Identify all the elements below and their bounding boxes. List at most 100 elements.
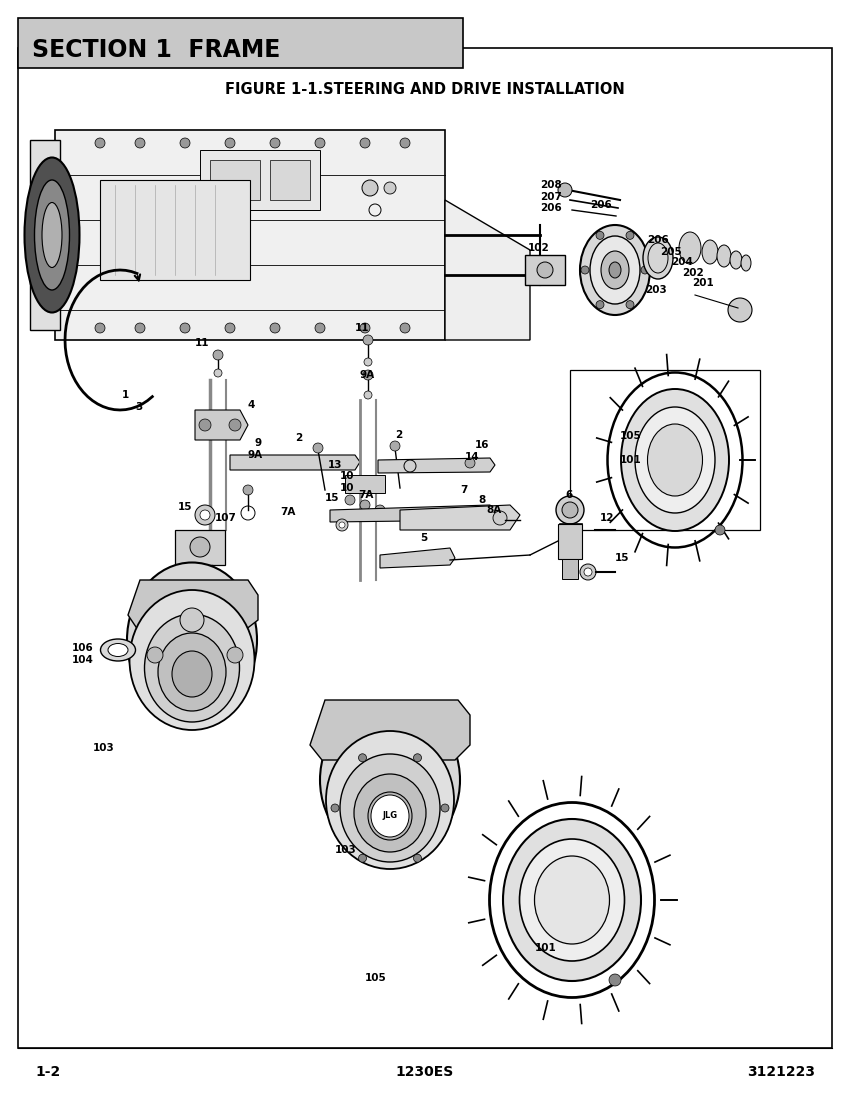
Text: 7: 7 — [460, 485, 468, 495]
Ellipse shape — [519, 839, 625, 961]
Circle shape — [363, 336, 373, 345]
Circle shape — [345, 495, 355, 505]
Circle shape — [413, 754, 422, 762]
Ellipse shape — [503, 820, 641, 981]
Ellipse shape — [108, 644, 128, 657]
Ellipse shape — [354, 774, 426, 852]
Text: 10: 10 — [340, 483, 354, 493]
Text: 7A: 7A — [280, 507, 295, 517]
Text: 10: 10 — [340, 471, 354, 481]
Circle shape — [364, 390, 372, 399]
Circle shape — [313, 443, 323, 453]
Ellipse shape — [127, 562, 257, 717]
Text: 9A: 9A — [360, 370, 375, 379]
Ellipse shape — [25, 157, 80, 312]
Text: 101: 101 — [620, 455, 642, 465]
Circle shape — [609, 974, 621, 986]
Text: 8: 8 — [478, 495, 485, 505]
Ellipse shape — [679, 232, 701, 264]
Circle shape — [339, 522, 345, 528]
Polygon shape — [310, 700, 470, 760]
Circle shape — [135, 323, 145, 333]
Bar — [558, 524, 582, 559]
Text: 15: 15 — [178, 502, 192, 512]
Circle shape — [400, 138, 410, 148]
Ellipse shape — [601, 251, 629, 289]
Polygon shape — [230, 455, 360, 470]
Text: 14: 14 — [465, 452, 479, 462]
Ellipse shape — [42, 202, 62, 267]
Bar — [210, 160, 260, 200]
Text: 204: 204 — [671, 257, 693, 267]
Text: 206: 206 — [540, 204, 562, 213]
Circle shape — [229, 419, 241, 431]
Circle shape — [270, 138, 280, 148]
Circle shape — [580, 564, 596, 580]
Circle shape — [180, 138, 190, 148]
Ellipse shape — [741, 255, 751, 271]
Text: 16: 16 — [475, 440, 490, 450]
Ellipse shape — [129, 590, 254, 730]
Polygon shape — [380, 548, 455, 568]
Circle shape — [180, 608, 204, 632]
Circle shape — [556, 496, 584, 524]
Circle shape — [493, 512, 507, 525]
Text: 13: 13 — [328, 460, 343, 470]
Text: 12: 12 — [600, 513, 615, 522]
Text: 5: 5 — [420, 534, 428, 543]
Text: 4: 4 — [248, 400, 255, 410]
Text: 1230ES: 1230ES — [396, 1065, 454, 1079]
Text: 9A: 9A — [248, 450, 264, 460]
Text: 7A: 7A — [358, 490, 373, 500]
Circle shape — [95, 138, 105, 148]
Ellipse shape — [144, 614, 240, 722]
Text: 8A: 8A — [486, 505, 501, 515]
Circle shape — [537, 262, 553, 278]
Text: 15: 15 — [325, 493, 339, 503]
Text: SECTION 1  FRAME: SECTION 1 FRAME — [32, 39, 281, 62]
Text: 206: 206 — [590, 200, 612, 210]
Circle shape — [315, 138, 325, 148]
Ellipse shape — [580, 226, 650, 315]
Circle shape — [227, 647, 243, 663]
Ellipse shape — [368, 792, 412, 840]
Circle shape — [596, 300, 604, 309]
Bar — [525, 255, 565, 285]
Text: 1-2: 1-2 — [35, 1065, 60, 1079]
Text: 11: 11 — [355, 323, 370, 333]
Polygon shape — [400, 505, 520, 530]
Ellipse shape — [100, 639, 135, 661]
Circle shape — [190, 537, 210, 557]
Circle shape — [400, 323, 410, 333]
Bar — [175, 530, 225, 565]
Circle shape — [359, 754, 366, 762]
Ellipse shape — [590, 236, 640, 304]
Circle shape — [626, 300, 634, 309]
Bar — [200, 150, 320, 210]
Circle shape — [558, 183, 572, 197]
Bar — [55, 130, 445, 340]
Circle shape — [180, 323, 190, 333]
Text: 6: 6 — [565, 490, 572, 500]
Text: 208: 208 — [540, 180, 562, 190]
Text: 15: 15 — [615, 553, 630, 563]
Ellipse shape — [326, 732, 454, 869]
Bar — [270, 160, 310, 200]
Polygon shape — [128, 580, 258, 630]
Circle shape — [213, 350, 223, 360]
Bar — [100, 180, 250, 280]
Circle shape — [270, 323, 280, 333]
Text: 206: 206 — [647, 235, 669, 245]
Text: 102: 102 — [528, 243, 550, 253]
Ellipse shape — [609, 262, 621, 278]
Ellipse shape — [371, 795, 409, 837]
Circle shape — [360, 500, 370, 510]
Bar — [345, 475, 385, 493]
Circle shape — [359, 855, 366, 862]
Polygon shape — [330, 505, 495, 522]
Bar — [30, 140, 60, 330]
Text: 9: 9 — [255, 438, 262, 448]
Circle shape — [135, 138, 145, 148]
Circle shape — [362, 180, 378, 196]
Circle shape — [641, 266, 649, 274]
